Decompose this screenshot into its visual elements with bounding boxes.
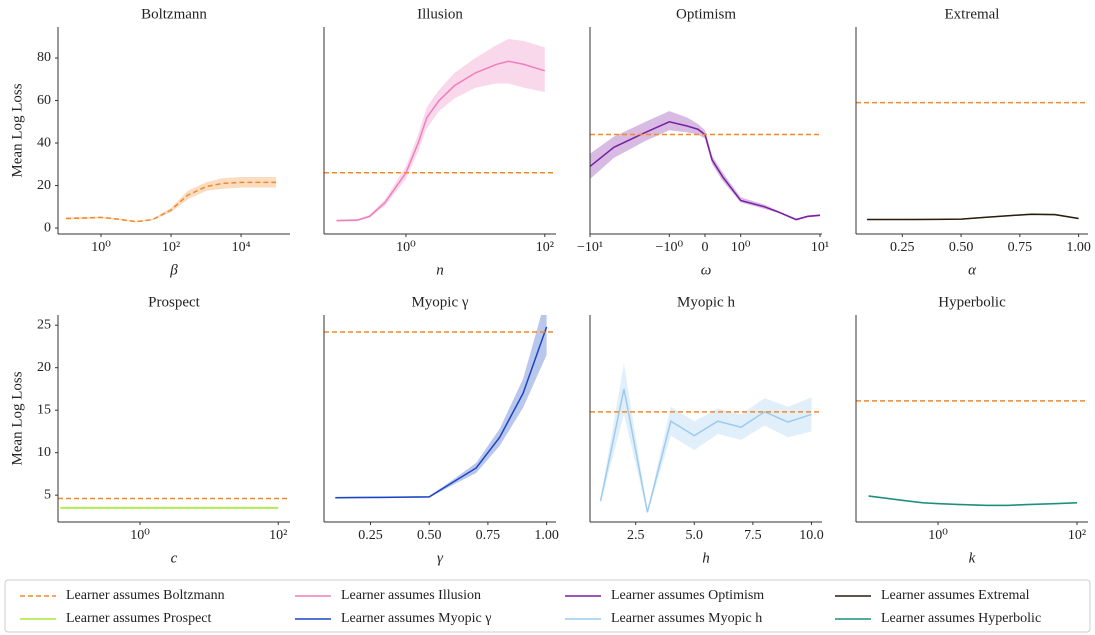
plot-area — [66, 177, 277, 223]
plot-area — [324, 38, 556, 222]
x-tick-label: 7.5 — [744, 528, 762, 543]
x-tick-label: 0.25 — [890, 240, 915, 255]
legend-label: Learner assumes Hyperbolic — [881, 611, 1041, 626]
series-line — [590, 120, 821, 221]
x-tick-label: 0.50 — [949, 240, 974, 255]
confidence-band — [600, 363, 812, 514]
confidence-band — [66, 177, 277, 223]
x-tick-label: 1.00 — [534, 528, 559, 543]
x-tick-label: 10⁰ — [928, 528, 948, 543]
x-tick-label: 10² — [269, 528, 287, 543]
x-tick-label: 10² — [162, 240, 180, 255]
y-tick-label: 0 — [44, 220, 51, 235]
x-tick-label: 10² — [1068, 528, 1086, 543]
y-tick-label: 60 — [37, 93, 51, 108]
panel-title: Boltzmann — [141, 6, 207, 22]
x-axis-label: c — [171, 550, 178, 566]
x-tick-label: −10¹ — [577, 240, 603, 255]
y-tick-label: 80 — [37, 50, 51, 65]
x-tick-label: 0.25 — [358, 528, 383, 543]
series-line — [66, 181, 277, 223]
confidence-band — [336, 38, 545, 222]
x-tick-label: 10⁰ — [91, 240, 111, 255]
panel-title: Optimism — [676, 6, 736, 22]
legend-label: Learner assumes Myopic h — [611, 611, 762, 626]
legend-label: Learner assumes Optimism — [611, 588, 764, 603]
y-tick-label: 15 — [37, 402, 51, 417]
x-tick-label: 10² — [536, 240, 554, 255]
x-axis-label: γ — [437, 550, 444, 566]
x-tick-label: 10⁰ — [731, 240, 751, 255]
plot-area — [58, 497, 290, 510]
series-line — [599, 388, 812, 513]
x-tick-label: 10⁴ — [232, 240, 251, 255]
series-line — [336, 60, 546, 222]
x-tick-label: 10¹ — [811, 240, 829, 255]
legend-box — [4, 579, 1091, 633]
panel-title: Illusion — [417, 6, 463, 22]
y-tick-label: 5 — [44, 487, 51, 502]
legend-label: Learner assumes Illusion — [341, 588, 481, 603]
series-line — [867, 213, 1079, 221]
x-tick-label: 2.5 — [627, 528, 645, 543]
panel-title: Myopic h — [677, 294, 735, 310]
plot-area — [856, 101, 1088, 221]
series-line — [335, 326, 548, 499]
plot-area — [590, 111, 822, 221]
panel-title: Myopic γ — [411, 294, 468, 310]
y-tick-label: 40 — [37, 135, 51, 150]
legend-label: Learner assumes Boltzmann — [66, 588, 225, 603]
x-axis-label: k — [969, 550, 976, 566]
x-axis-label: α — [968, 262, 977, 278]
x-axis-label: ω — [701, 262, 712, 278]
x-tick-label: 0 — [701, 240, 708, 255]
x-tick-label: 0.50 — [417, 528, 442, 543]
y-axis-label: Mean Log Loss — [9, 371, 25, 465]
x-tick-label: 10.0 — [799, 528, 824, 543]
legend-label: Learner assumes Myopic γ — [341, 611, 491, 626]
x-axis-label: β — [169, 262, 178, 278]
y-tick-label: 25 — [37, 317, 51, 332]
x-tick-label: 0.75 — [1008, 240, 1033, 255]
panel-title: Hyperbolic — [938, 294, 1006, 310]
x-tick-label: 0.75 — [476, 528, 501, 543]
plot-area — [856, 400, 1088, 507]
y-tick-label: 10 — [37, 445, 51, 460]
x-axis-label: h — [702, 550, 710, 566]
confidence-band — [335, 315, 547, 499]
legend-label: Learner assumes Prospect — [66, 611, 212, 626]
panel-title: Extremal — [945, 6, 1000, 22]
plot-area — [590, 363, 822, 514]
x-tick-label: 5.0 — [686, 528, 704, 543]
plot-area — [324, 315, 556, 499]
y-tick-label: 20 — [37, 360, 51, 375]
x-tick-label: 10⁰ — [396, 240, 416, 255]
x-tick-label: −10⁰ — [656, 240, 684, 255]
y-axis-label: Mean Log Loss — [9, 83, 25, 177]
x-axis-label: n — [436, 262, 444, 278]
series-line — [868, 495, 1078, 507]
legend-label: Learner assumes Extremal — [881, 588, 1030, 603]
confidence-band — [590, 111, 820, 221]
y-tick-label: 20 — [37, 178, 51, 193]
x-tick-label: 1.00 — [1066, 240, 1091, 255]
x-tick-label: 10⁰ — [130, 528, 150, 543]
panel-title: Prospect — [148, 294, 200, 310]
